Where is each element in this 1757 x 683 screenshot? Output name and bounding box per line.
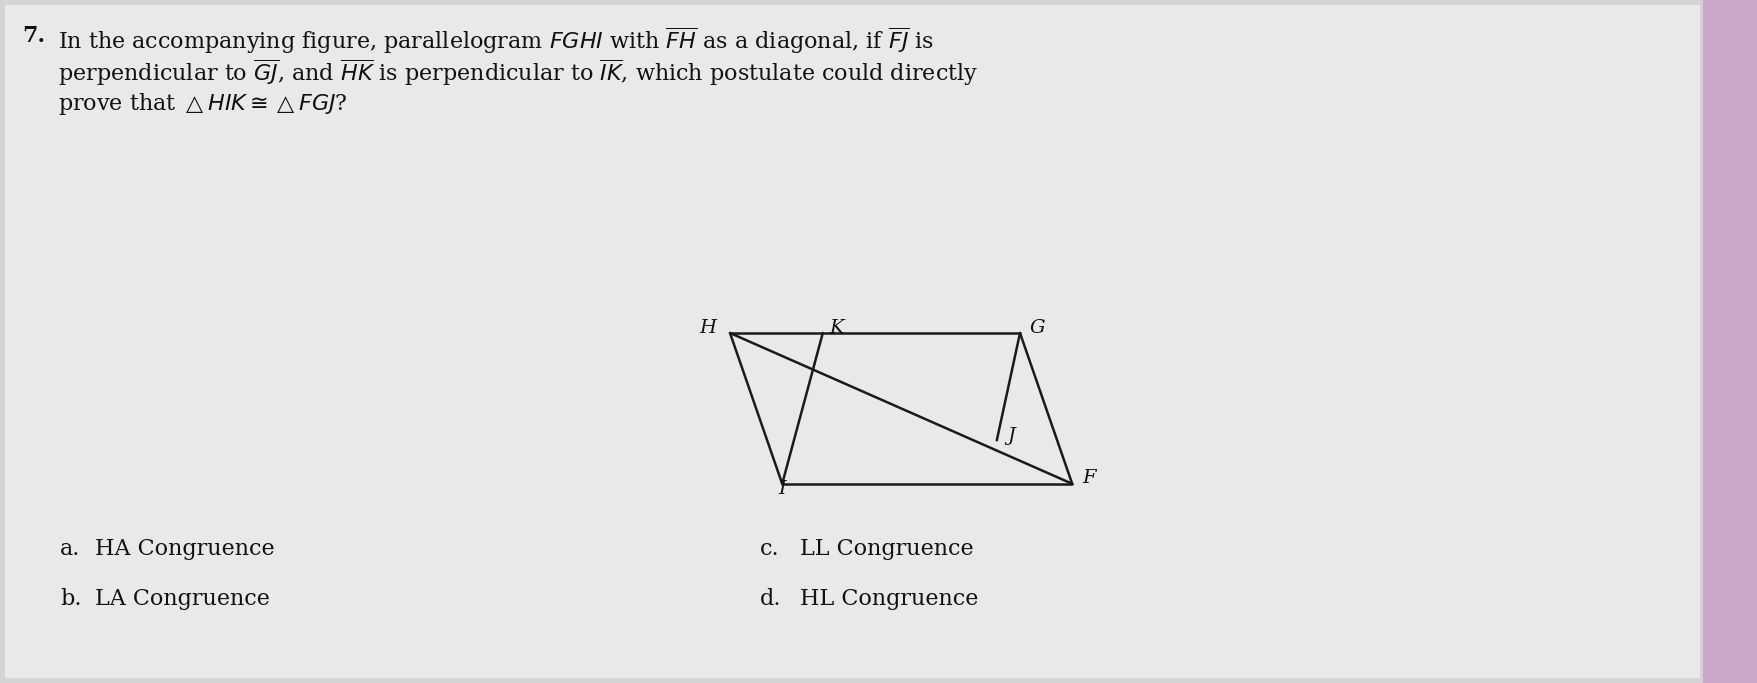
Text: F: F: [1082, 469, 1095, 487]
Text: G: G: [1030, 319, 1045, 337]
Text: I: I: [778, 479, 785, 498]
Text: J: J: [1007, 428, 1014, 445]
Text: HL Congruence: HL Congruence: [799, 588, 979, 610]
FancyBboxPatch shape: [5, 5, 1699, 678]
Text: In the accompanying figure, parallelogram $\mathit{FGHI}$ with $\overline{FH}$ a: In the accompanying figure, parallelogra…: [58, 25, 933, 55]
Text: K: K: [828, 319, 843, 337]
Text: 7.: 7.: [23, 25, 46, 47]
Text: a.: a.: [60, 538, 81, 560]
Text: HA Congruence: HA Congruence: [95, 538, 274, 560]
Text: d.: d.: [759, 588, 782, 610]
Text: LL Congruence: LL Congruence: [799, 538, 973, 560]
Text: b.: b.: [60, 588, 81, 610]
FancyBboxPatch shape: [1703, 0, 1757, 683]
Text: H: H: [699, 319, 715, 337]
Text: c.: c.: [759, 538, 778, 560]
Text: perpendicular to $\overline{GJ}$, and $\overline{HK}$ is perpendicular to $\over: perpendicular to $\overline{GJ}$, and $\…: [58, 58, 977, 89]
Text: LA Congruence: LA Congruence: [95, 588, 271, 610]
Text: prove that $\triangle HIK \cong \triangle FGJ$?: prove that $\triangle HIK \cong \triangl…: [58, 91, 348, 117]
